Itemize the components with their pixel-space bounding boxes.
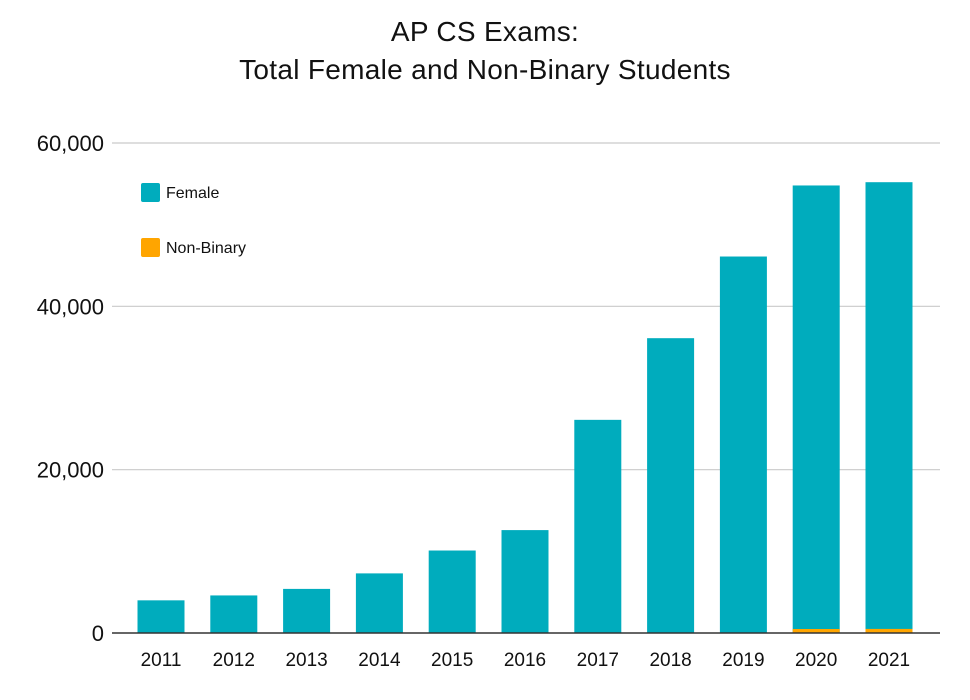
y-tick-label-60000: 60,000 bbox=[37, 131, 104, 156]
legend-swatch-non-binary bbox=[141, 238, 160, 257]
x-tick-label-2020: 2020 bbox=[795, 650, 837, 671]
bar-female-2017 bbox=[574, 419, 622, 633]
y-tick-label-0: 0 bbox=[92, 621, 104, 646]
legend-label-female: Female bbox=[166, 185, 219, 202]
chart-title-line-1: AP CS Exams: bbox=[390, 16, 580, 47]
bar-female-2012 bbox=[210, 595, 258, 633]
x-tick-label-2014: 2014 bbox=[358, 650, 401, 671]
bar-female-2020 bbox=[792, 185, 840, 633]
bar-female-2016 bbox=[501, 530, 549, 633]
bar-female-2015 bbox=[428, 550, 476, 633]
x-tick-label-2017: 2017 bbox=[577, 650, 619, 671]
bar-non-binary-2021 bbox=[865, 628, 913, 633]
x-tick-label-2012: 2012 bbox=[213, 650, 255, 671]
x-tick-label-2015: 2015 bbox=[431, 650, 473, 671]
x-tick-label-2018: 2018 bbox=[649, 650, 691, 671]
bar-non-binary-2020 bbox=[792, 629, 840, 633]
x-tick-label-2021: 2021 bbox=[868, 650, 910, 671]
bar-female-2018 bbox=[647, 338, 695, 633]
bar-female-2021 bbox=[865, 182, 913, 633]
bar-female-2011 bbox=[137, 600, 185, 633]
y-tick-label-20000: 20,000 bbox=[37, 458, 104, 483]
x-tick-label-2019: 2019 bbox=[722, 650, 764, 671]
chart-title-line-2: Total Female and Non-Binary Students bbox=[239, 54, 731, 85]
legend-label-non-binary: Non-Binary bbox=[166, 240, 246, 257]
bar-female-2013 bbox=[283, 588, 331, 633]
x-tick-label-2011: 2011 bbox=[141, 650, 182, 671]
x-tick-label-2016: 2016 bbox=[504, 650, 546, 671]
bar-female-2014 bbox=[355, 573, 403, 633]
y-tick-label-40000: 40,000 bbox=[37, 294, 104, 319]
x-tick-label-2013: 2013 bbox=[285, 650, 327, 671]
legend-swatch-female bbox=[141, 183, 160, 202]
bar-female-2019 bbox=[719, 256, 767, 633]
